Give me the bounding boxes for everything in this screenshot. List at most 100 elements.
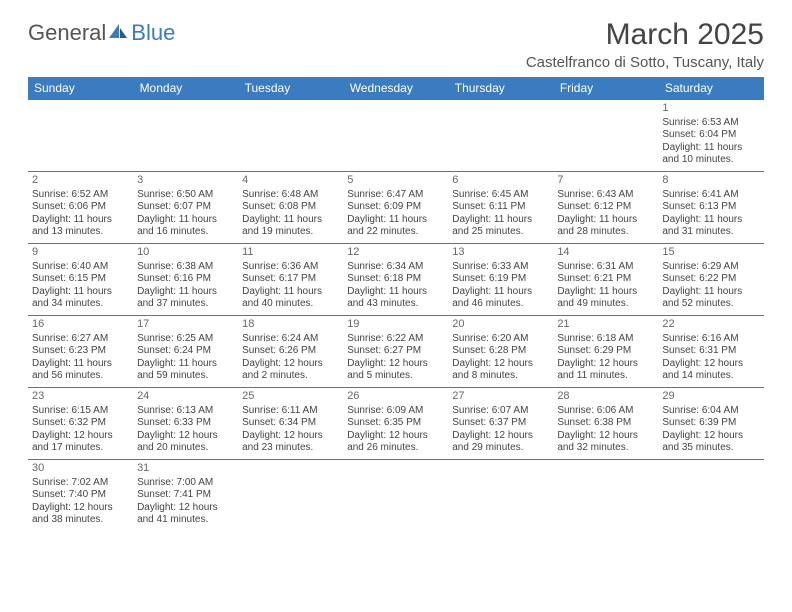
day-number: 24 [137,390,234,404]
calendar-cell: 1Sunrise: 6:53 AMSunset: 6:04 PMDaylight… [658,100,763,172]
sunrise-line: Sunrise: 6:40 AM [32,261,129,274]
day-number: 14 [557,246,654,260]
sunset-line: Sunset: 6:08 PM [242,201,339,214]
sunrise-line: Sunrise: 6:38 AM [137,261,234,274]
daylight-line: Daylight: 12 hours and 11 minutes. [557,358,654,383]
sunrise-line: Sunrise: 6:31 AM [557,261,654,274]
day-number: 16 [32,318,129,332]
sunset-line: Sunset: 6:35 PM [347,417,444,430]
sunset-line: Sunset: 6:23 PM [32,345,129,358]
daylight-line: Daylight: 11 hours and 46 minutes. [452,286,549,311]
logo-text-1: General [28,20,106,46]
sunrise-line: Sunrise: 6:25 AM [137,333,234,346]
sunset-line: Sunset: 6:19 PM [452,273,549,286]
sunset-line: Sunset: 6:34 PM [242,417,339,430]
daylight-line: Daylight: 11 hours and 43 minutes. [347,286,444,311]
day-number: 11 [242,246,339,260]
sunrise-line: Sunrise: 6:18 AM [557,333,654,346]
sunrise-line: Sunrise: 6:33 AM [452,261,549,274]
calendar-cell: 26Sunrise: 6:09 AMSunset: 6:35 PMDayligh… [343,388,448,460]
calendar-cell [238,100,343,172]
sunset-line: Sunset: 6:32 PM [32,417,129,430]
calendar-cell: 13Sunrise: 6:33 AMSunset: 6:19 PMDayligh… [448,244,553,316]
calendar-cell [553,460,658,532]
sunrise-line: Sunrise: 6:16 AM [662,333,759,346]
sunset-line: Sunset: 6:33 PM [137,417,234,430]
sunrise-line: Sunrise: 6:45 AM [452,189,549,202]
calendar-row: 23Sunrise: 6:15 AMSunset: 6:32 PMDayligh… [28,388,764,460]
weekday-header: Sunday [28,77,133,100]
sunset-line: Sunset: 6:11 PM [452,201,549,214]
daylight-line: Daylight: 11 hours and 59 minutes. [137,358,234,383]
calendar-cell: 22Sunrise: 6:16 AMSunset: 6:31 PMDayligh… [658,316,763,388]
sunrise-line: Sunrise: 6:41 AM [662,189,759,202]
day-number: 2 [32,174,129,188]
logo-text-2: Blue [131,20,175,46]
calendar-cell [448,460,553,532]
sunset-line: Sunset: 6:06 PM [32,201,129,214]
sunrise-line: Sunrise: 7:02 AM [32,477,129,490]
daylight-line: Daylight: 11 hours and 52 minutes. [662,286,759,311]
day-number: 18 [242,318,339,332]
daylight-line: Daylight: 12 hours and 26 minutes. [347,430,444,455]
calendar-cell [133,100,238,172]
day-number: 21 [557,318,654,332]
sunset-line: Sunset: 6:12 PM [557,201,654,214]
sunset-line: Sunset: 6:16 PM [137,273,234,286]
daylight-line: Daylight: 11 hours and 25 minutes. [452,214,549,239]
calendar-cell: 29Sunrise: 6:04 AMSunset: 6:39 PMDayligh… [658,388,763,460]
calendar-cell: 28Sunrise: 6:06 AMSunset: 6:38 PMDayligh… [553,388,658,460]
day-number: 30 [32,462,129,476]
day-number: 12 [347,246,444,260]
calendar-cell: 15Sunrise: 6:29 AMSunset: 6:22 PMDayligh… [658,244,763,316]
sunrise-line: Sunrise: 6:09 AM [347,405,444,418]
day-number: 22 [662,318,759,332]
calendar-cell: 17Sunrise: 6:25 AMSunset: 6:24 PMDayligh… [133,316,238,388]
daylight-line: Daylight: 12 hours and 29 minutes. [452,430,549,455]
sunset-line: Sunset: 6:13 PM [662,201,759,214]
day-number: 25 [242,390,339,404]
sunset-line: Sunset: 6:26 PM [242,345,339,358]
logo-sail-icon [107,20,129,46]
daylight-line: Daylight: 12 hours and 41 minutes. [137,502,234,527]
calendar-row: 16Sunrise: 6:27 AMSunset: 6:23 PMDayligh… [28,316,764,388]
sunset-line: Sunset: 7:40 PM [32,489,129,502]
day-number: 8 [662,174,759,188]
daylight-line: Daylight: 12 hours and 8 minutes. [452,358,549,383]
sunset-line: Sunset: 6:18 PM [347,273,444,286]
calendar-cell: 25Sunrise: 6:11 AMSunset: 6:34 PMDayligh… [238,388,343,460]
day-number: 9 [32,246,129,260]
calendar-cell: 2Sunrise: 6:52 AMSunset: 6:06 PMDaylight… [28,172,133,244]
sunset-line: Sunset: 6:21 PM [557,273,654,286]
calendar-cell: 20Sunrise: 6:20 AMSunset: 6:28 PMDayligh… [448,316,553,388]
calendar-cell [343,460,448,532]
calendar-cell [238,460,343,532]
day-number: 17 [137,318,234,332]
sunrise-line: Sunrise: 6:27 AM [32,333,129,346]
daylight-line: Daylight: 12 hours and 20 minutes. [137,430,234,455]
logo: General Blue [28,20,175,46]
calendar-page: General Blue March 2025 Castelfranco di … [0,0,792,550]
sunset-line: Sunset: 6:22 PM [662,273,759,286]
calendar-cell: 27Sunrise: 6:07 AMSunset: 6:37 PMDayligh… [448,388,553,460]
calendar-cell: 3Sunrise: 6:50 AMSunset: 6:07 PMDaylight… [133,172,238,244]
calendar-table: Sunday Monday Tuesday Wednesday Thursday… [28,77,764,532]
daylight-line: Daylight: 12 hours and 14 minutes. [662,358,759,383]
sunrise-line: Sunrise: 6:06 AM [557,405,654,418]
calendar-cell: 18Sunrise: 6:24 AMSunset: 6:26 PMDayligh… [238,316,343,388]
calendar-cell [28,100,133,172]
calendar-cell: 14Sunrise: 6:31 AMSunset: 6:21 PMDayligh… [553,244,658,316]
daylight-line: Daylight: 11 hours and 56 minutes. [32,358,129,383]
sunset-line: Sunset: 6:07 PM [137,201,234,214]
daylight-line: Daylight: 12 hours and 38 minutes. [32,502,129,527]
day-number: 4 [242,174,339,188]
sunset-line: Sunset: 6:37 PM [452,417,549,430]
sunrise-line: Sunrise: 6:04 AM [662,405,759,418]
calendar-row: 9Sunrise: 6:40 AMSunset: 6:15 PMDaylight… [28,244,764,316]
sunrise-line: Sunrise: 6:29 AM [662,261,759,274]
calendar-cell: 10Sunrise: 6:38 AMSunset: 6:16 PMDayligh… [133,244,238,316]
weekday-header: Tuesday [238,77,343,100]
sunset-line: Sunset: 6:31 PM [662,345,759,358]
calendar-cell: 7Sunrise: 6:43 AMSunset: 6:12 PMDaylight… [553,172,658,244]
day-number: 31 [137,462,234,476]
